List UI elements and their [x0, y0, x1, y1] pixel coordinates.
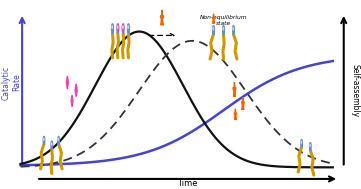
Polygon shape: [242, 97, 244, 110]
Polygon shape: [234, 109, 236, 120]
Text: Non-equilibrium
state: Non-equilibrium state: [200, 15, 247, 26]
Text: Time: Time: [177, 179, 198, 188]
Polygon shape: [117, 24, 118, 31]
Circle shape: [223, 26, 225, 34]
Polygon shape: [66, 76, 69, 89]
Circle shape: [58, 136, 60, 144]
Circle shape: [112, 26, 113, 29]
Circle shape: [43, 136, 45, 144]
Polygon shape: [75, 84, 77, 97]
Circle shape: [51, 141, 53, 149]
Polygon shape: [213, 14, 214, 24]
Text: Catalytic
Rate: Catalytic Rate: [2, 65, 22, 100]
Circle shape: [112, 24, 113, 33]
Polygon shape: [123, 24, 124, 31]
Circle shape: [117, 24, 119, 33]
Text: Self-assembly: Self-assembly: [351, 64, 360, 117]
Polygon shape: [160, 10, 164, 25]
Circle shape: [127, 24, 129, 33]
Circle shape: [122, 24, 124, 33]
Circle shape: [117, 26, 118, 29]
Polygon shape: [233, 82, 236, 97]
Circle shape: [232, 26, 234, 34]
Circle shape: [233, 28, 234, 30]
Circle shape: [213, 26, 214, 34]
Polygon shape: [71, 95, 73, 107]
Circle shape: [128, 26, 129, 29]
Circle shape: [51, 143, 52, 145]
Circle shape: [301, 139, 303, 147]
Circle shape: [309, 143, 311, 150]
